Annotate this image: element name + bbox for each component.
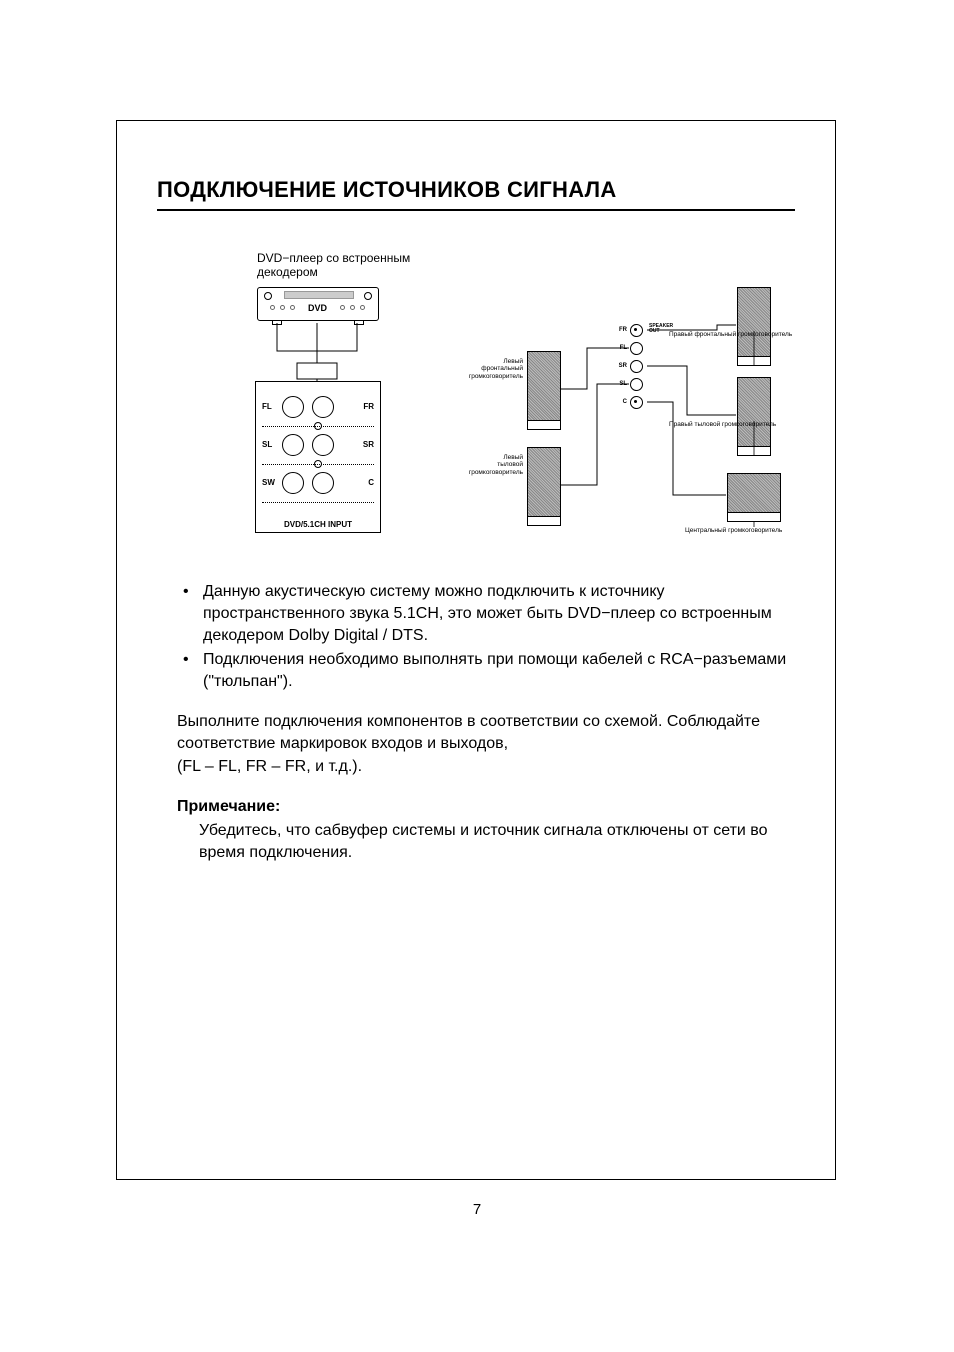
- connection-diagram: DVD−плеер со встроенным декодером DVD: [157, 251, 795, 551]
- bullet-list: Данную акустическую систему можно подклю…: [157, 581, 795, 693]
- section-title: ПОДКЛЮЧЕНИЕ ИСТОЧНИКОВ СИГНАЛА: [157, 177, 795, 211]
- bullet-item: Данную акустическую систему можно подклю…: [177, 581, 795, 647]
- page-frame: ПОДКЛЮЧЕНИЕ ИСТОЧНИКОВ СИГНАЛА DVD−плеер…: [116, 120, 836, 1180]
- note-heading: Примечание:: [177, 796, 795, 818]
- instruction-paragraph: Выполните подключения компонентов в соот…: [177, 711, 795, 777]
- body-text: Данную акустическую систему можно подклю…: [157, 581, 795, 864]
- page-sheet: ПОДКЛЮЧЕНИЕ ИСТОЧНИКОВ СИГНАЛА DVD−плеер…: [0, 0, 954, 1352]
- note-text: Убедитесь, что сабвуфер системы и источн…: [199, 820, 795, 864]
- page-number: 7: [0, 1201, 954, 1218]
- bullet-item: Подключения необходимо выполнять при пом…: [177, 649, 795, 693]
- speaker-wires: [157, 251, 795, 551]
